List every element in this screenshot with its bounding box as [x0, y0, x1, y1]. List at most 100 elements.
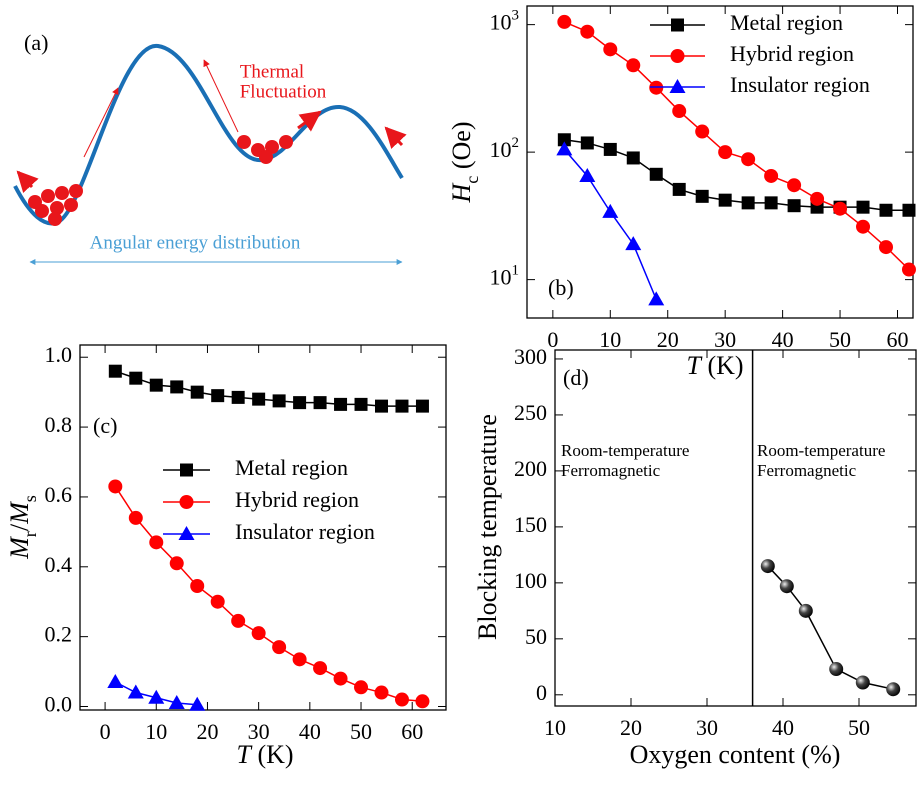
axis-label-part: T	[686, 351, 702, 380]
marker	[856, 200, 870, 214]
axis-label: T (K)	[236, 740, 293, 769]
x-tick-label: 0	[100, 719, 111, 744]
x-tick-label: 20	[620, 715, 642, 740]
axis-label-part: H	[447, 183, 476, 204]
y-tick-label-exp: 3	[512, 8, 520, 24]
marker	[901, 262, 916, 277]
marker	[787, 199, 801, 213]
axis-label: Hc (Oe)	[447, 122, 482, 204]
legend-label: Insulator region	[235, 519, 375, 544]
legend-label: Hybrid region	[730, 41, 854, 66]
y-tick-label: 50	[525, 624, 547, 649]
marker	[313, 661, 328, 676]
marker	[107, 674, 124, 689]
y-tick-label-base: 1.0	[45, 342, 73, 367]
y-tick-label: 0	[536, 680, 547, 705]
marker	[833, 201, 848, 216]
marker	[579, 167, 596, 182]
marker	[760, 559, 775, 574]
thermal-label: Thermal	[240, 61, 304, 82]
y-tick-label-base: 0.4	[45, 552, 73, 577]
marker	[718, 145, 733, 160]
axis-label: Mr/Ms	[5, 495, 40, 560]
axis-label-part: Oxygen content (%)	[630, 740, 841, 769]
y-tick-label: 200	[514, 456, 547, 481]
legend-label: Insulator region	[730, 72, 870, 97]
marker	[580, 136, 594, 150]
marker	[293, 396, 307, 410]
y-tick-label: 0.6	[45, 482, 73, 507]
annotation: Ferromagnetic	[561, 461, 661, 480]
y-tick-label: 0.4	[45, 552, 73, 577]
marker	[672, 182, 686, 196]
axis-label: Oxygen content (%)	[630, 740, 841, 769]
series-line	[563, 148, 657, 300]
marker	[718, 193, 732, 207]
marker	[374, 685, 389, 700]
annotation: Room-temperature	[757, 441, 885, 460]
plot-frame	[79, 344, 447, 711]
x-tick-label: 50	[829, 327, 851, 352]
panel-label: (a)	[24, 30, 48, 55]
marker	[292, 652, 307, 667]
marker	[855, 675, 870, 690]
marker	[168, 695, 185, 710]
y-tick-label-base: 0.2	[45, 622, 73, 647]
marker	[251, 626, 266, 641]
marker	[671, 18, 684, 32]
x-tick-label: 30	[248, 719, 270, 744]
marker	[669, 79, 686, 93]
axis-label-part: r	[20, 531, 40, 537]
y-tick-label-base: 10	[490, 10, 512, 35]
axis-label-part: M	[5, 501, 34, 525]
marker	[375, 399, 389, 413]
panel-label: (d)	[563, 365, 589, 390]
series-line	[564, 21, 910, 271]
x-tick-label: 20	[657, 327, 679, 352]
y-tick-label: 0.2	[45, 622, 73, 647]
y-tick-label: 0.0	[45, 692, 73, 717]
y-tick-label-base: 10	[490, 137, 512, 162]
axis-label: Blocking temperature	[473, 414, 502, 640]
axis-label: Angular energy distribution	[90, 232, 301, 253]
marker	[354, 680, 369, 695]
y-tick-label: 101	[490, 263, 520, 290]
series-line	[564, 139, 909, 212]
axis-label-part: s	[20, 495, 40, 502]
y-tick-label: 100	[514, 568, 547, 593]
x-tick-label: 10	[544, 715, 566, 740]
marker	[603, 42, 618, 57]
axis-label-part: c	[462, 176, 482, 184]
y-tick-label: 1.0	[45, 342, 73, 367]
x-tick-label: 60	[401, 719, 423, 744]
axis-label: T (K)	[686, 351, 743, 380]
marker	[764, 196, 778, 210]
marker	[415, 694, 430, 709]
plot-frame	[526, 5, 914, 319]
y-tick-label: 0.8	[45, 412, 73, 437]
annotation: Ferromagnetic	[757, 461, 857, 480]
marker	[149, 378, 163, 392]
marker	[394, 692, 409, 707]
x-tick-label: 10	[599, 327, 621, 352]
marker	[313, 396, 327, 410]
marker	[231, 390, 245, 404]
marker	[272, 394, 286, 408]
marker	[415, 399, 429, 413]
y-tick-label-exp: 2	[512, 136, 520, 152]
axis-label-part: (K)	[251, 740, 294, 769]
axis-label-part: M	[5, 536, 34, 560]
marker	[169, 556, 184, 571]
y-tick-label-base: 0.0	[45, 692, 73, 717]
marker	[231, 613, 246, 628]
x-tick-label: 40	[772, 715, 794, 740]
marker	[210, 594, 225, 609]
x-tick-label: 60	[886, 327, 908, 352]
x-tick-label: 50	[350, 719, 372, 744]
marker	[170, 380, 184, 394]
marker	[556, 141, 573, 156]
marker	[670, 49, 685, 63]
axis-label-part: (K)	[701, 351, 744, 380]
